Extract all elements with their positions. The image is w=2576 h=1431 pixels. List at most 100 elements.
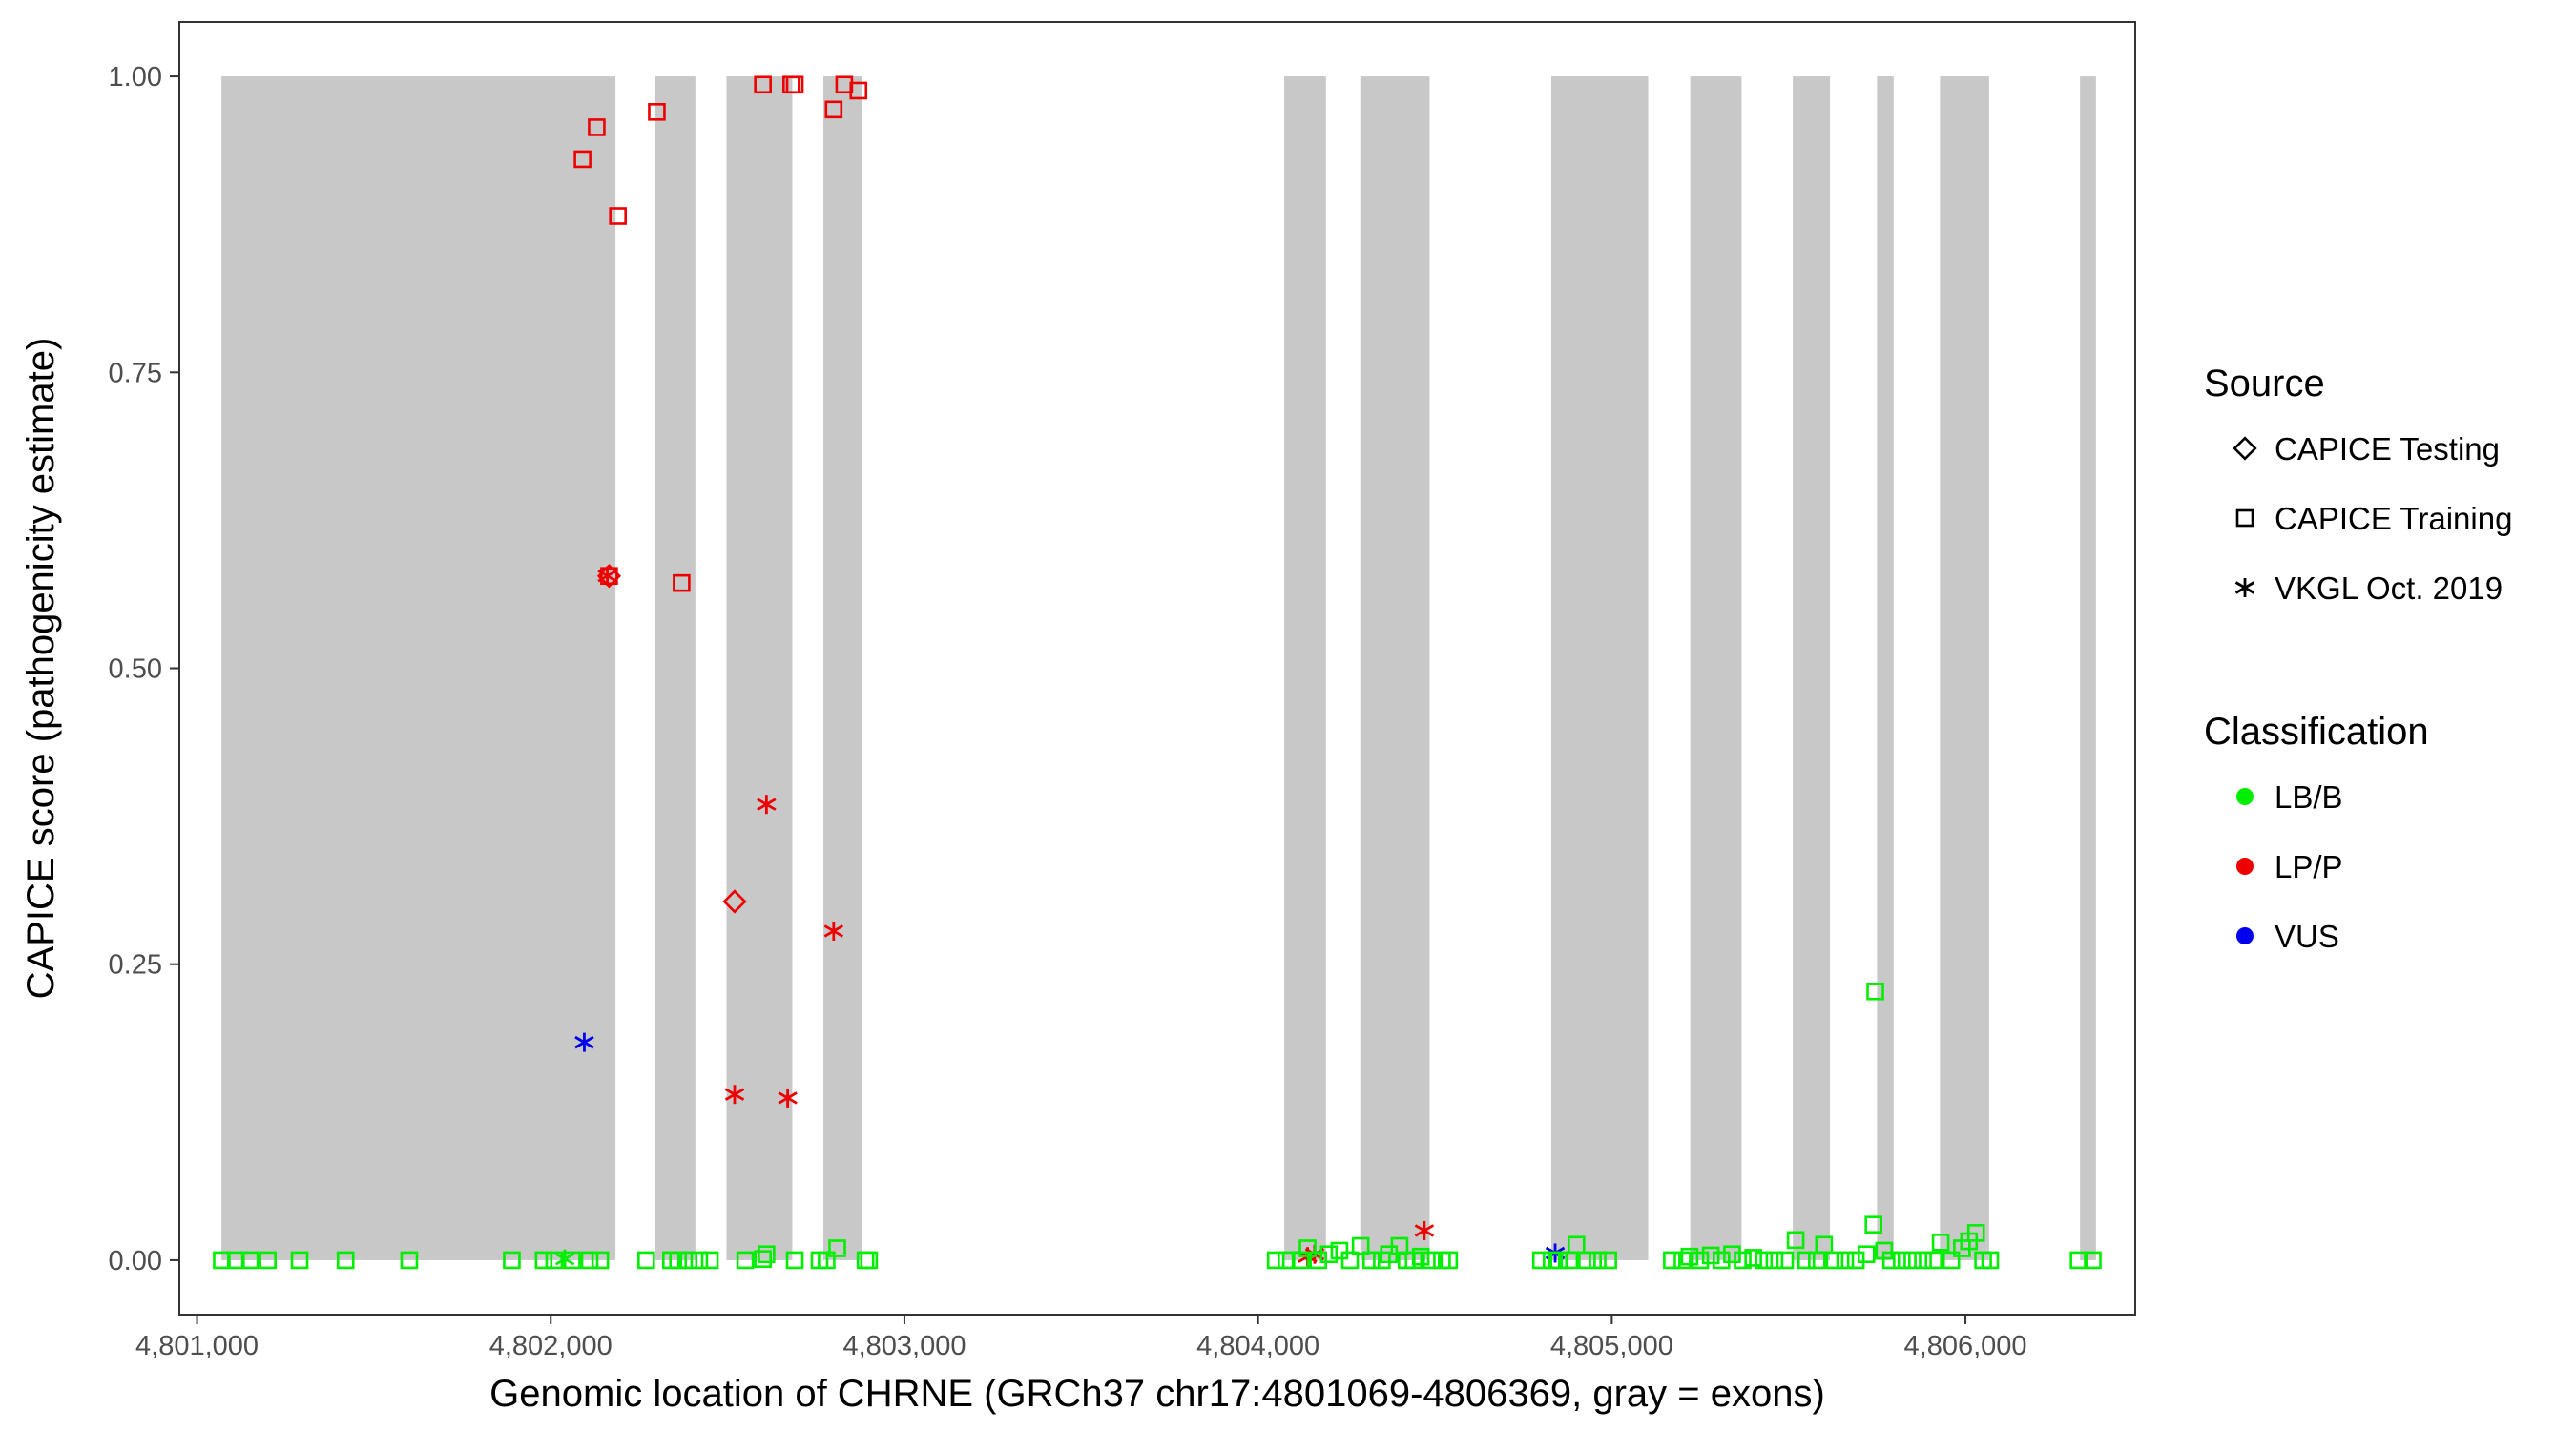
- legend-key-asterisk: [2234, 578, 2255, 597]
- exon-band: [1940, 76, 1989, 1260]
- data-point: [1786, 1231, 1805, 1250]
- data-point: [1266, 1251, 1285, 1270]
- data-point: [1309, 1251, 1327, 1270]
- data-point: [1663, 1251, 1681, 1270]
- data-point: [1414, 1220, 1435, 1240]
- data-point: [1680, 1247, 1699, 1266]
- data-point: [1981, 1251, 2000, 1270]
- data-point: [818, 1251, 836, 1270]
- data-point: [1340, 1251, 1360, 1270]
- data-point: [1723, 1245, 1741, 1264]
- exon-band: [1877, 76, 1894, 1260]
- data-point: [1755, 1251, 1774, 1270]
- exon-band: [1360, 76, 1430, 1260]
- exon-band: [726, 76, 793, 1260]
- exon-band: [1284, 76, 1326, 1260]
- data-point: [1815, 1235, 1834, 1255]
- data-point: [574, 1032, 594, 1052]
- data-point: [700, 1251, 719, 1270]
- data-point: [1857, 1245, 1876, 1264]
- data-point: [758, 1245, 776, 1264]
- data-point: [400, 1251, 419, 1270]
- x-axis: 4,801,000 4,802,000 4,803,000 4,804,000 4,80…: [135, 1315, 2027, 1361]
- data-point: [754, 75, 772, 94]
- data-point: [1864, 1215, 1882, 1234]
- data-point: [1797, 1251, 1816, 1270]
- asterisk-stroke: [2234, 581, 2255, 594]
- y-axis: 0.00 0.25 0.50 0.75 1.00: [109, 62, 179, 1276]
- legend-key-diamond: [2233, 436, 2257, 461]
- data-point: [259, 1251, 277, 1270]
- data-point: [824, 100, 843, 119]
- data-point: [722, 889, 747, 914]
- data-point: [1765, 1251, 1784, 1270]
- data-point: [1734, 1251, 1752, 1270]
- legend-label: LB/B: [2275, 779, 2343, 815]
- data-point: [1903, 1251, 1922, 1270]
- data-point: [597, 566, 617, 586]
- data-point: [2084, 1251, 2102, 1270]
- legend-key-square: [2235, 508, 2254, 528]
- data-point: [290, 1251, 309, 1270]
- legend-key-color: [2236, 858, 2254, 875]
- asterisk-stroke: [1414, 1224, 1435, 1237]
- data-point: [1924, 1251, 1942, 1270]
- asterisk-stroke: [757, 798, 777, 811]
- y-tick-label: 0.75: [109, 358, 162, 388]
- data-point: [757, 795, 777, 815]
- x-axis-title: Genomic location of CHRNE (GRCh37 chr17:…: [489, 1373, 1825, 1415]
- data-point: [860, 1251, 879, 1270]
- data-point: [336, 1251, 355, 1270]
- exon-band: [1793, 76, 1831, 1260]
- data-point: [503, 1251, 521, 1270]
- data-point: [1881, 1251, 1901, 1270]
- data-point: [1825, 1251, 1844, 1270]
- data-point: [1330, 1241, 1349, 1260]
- data-point: [754, 1250, 772, 1268]
- data-point: [1931, 1234, 1950, 1252]
- data-point: [1298, 1239, 1317, 1257]
- data-points: [213, 75, 2102, 1270]
- asterisk-stroke: [778, 1091, 798, 1105]
- data-point: [1914, 1251, 1932, 1270]
- exon-band: [1690, 76, 1742, 1260]
- x-tick-label: 4,801,000: [135, 1331, 259, 1361]
- exon-band: [2080, 76, 2096, 1260]
- y-axis-title: CAPICE score (pathogenicity estimate): [20, 338, 62, 1000]
- data-point: [1701, 1246, 1720, 1265]
- legend: Source Classification CAPICE Testing CAPI…: [2204, 363, 2512, 954]
- data-point: [545, 1251, 564, 1270]
- legend-label: CAPICE Training: [2275, 501, 2512, 536]
- legend-label: VUS: [2275, 919, 2339, 954]
- data-point: [690, 1251, 709, 1270]
- y-tick-label: 0.00: [109, 1246, 162, 1276]
- legend-key-color: [2236, 927, 2254, 944]
- data-point: [785, 75, 804, 94]
- legend-key-color: [2236, 788, 2254, 805]
- data-point: [1836, 1251, 1855, 1270]
- data-point: [724, 1085, 745, 1105]
- y-tick-label: 0.50: [109, 654, 162, 685]
- data-point: [648, 103, 666, 121]
- legend-classification-title: Classification: [2204, 711, 2429, 753]
- data-point: [1776, 1251, 1795, 1270]
- data-point: [609, 207, 627, 225]
- data-point: [1846, 1251, 1865, 1270]
- x-tick-label: 4,802,000: [489, 1331, 613, 1361]
- data-point: [785, 1251, 804, 1270]
- x-tick-label: 4,805,000: [1550, 1331, 1673, 1361]
- x-tick-label: 4,803,000: [842, 1331, 966, 1361]
- data-point: [1866, 982, 1884, 1001]
- data-point: [1893, 1251, 1911, 1270]
- data-point: [828, 1239, 846, 1257]
- data-point: [240, 1251, 260, 1270]
- legend-label: VKGL Oct. 2019: [2275, 570, 2503, 606]
- exon-bands: [221, 76, 2096, 1260]
- data-point: [591, 1251, 610, 1270]
- data-point: [1440, 1251, 1459, 1270]
- x-tick-label: 4,804,000: [1196, 1331, 1319, 1361]
- exon-band: [221, 76, 616, 1260]
- legend-source-title: Source: [2204, 363, 2325, 404]
- exon-band: [654, 76, 696, 1260]
